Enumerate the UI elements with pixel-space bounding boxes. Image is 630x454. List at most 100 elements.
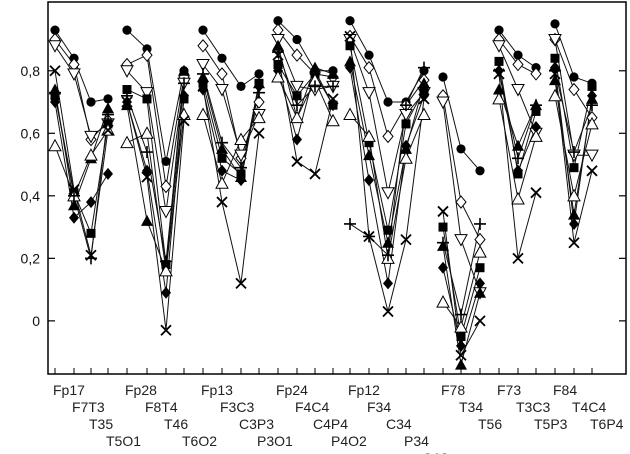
data-point-filled-diamond xyxy=(569,217,579,230)
series-line xyxy=(277,55,334,175)
data-point-filled-triangle-up xyxy=(455,358,467,370)
data-point-open-triangle-up xyxy=(196,107,210,121)
data-point-filled-circle xyxy=(273,16,283,26)
data-point-cross xyxy=(160,324,172,336)
data-point-cross xyxy=(141,171,153,183)
data-point-filled-diamond xyxy=(383,277,393,290)
data-point-plus xyxy=(102,108,114,121)
data-point-open-triangle-up xyxy=(326,113,340,127)
data-point-open-diamond xyxy=(530,67,542,81)
data-point-cross xyxy=(49,65,61,77)
data-point-plus xyxy=(400,99,412,112)
x-tick-label: F73 xyxy=(497,382,521,398)
series-line xyxy=(202,86,260,284)
series-line xyxy=(54,70,109,256)
data-point-filled-circle xyxy=(494,25,504,35)
data-point-filled-square xyxy=(122,85,132,95)
data-point-open-triangle-up xyxy=(290,110,304,124)
data-point-plus xyxy=(568,146,580,159)
x-tick-label: F8T4 xyxy=(145,399,178,415)
data-point-open-diamond xyxy=(568,82,580,97)
data-point-filled-circle xyxy=(217,53,227,63)
x-tick-label: C3P3 xyxy=(239,416,274,432)
x-tick-label: C4P4 xyxy=(313,416,348,432)
plot-frame xyxy=(47,1,627,375)
y-tick-label: 0,4 xyxy=(21,188,41,204)
data-point-plus xyxy=(141,146,153,159)
data-point-filled-triangle-up xyxy=(586,92,598,104)
data-point-open-triangle-down xyxy=(67,68,81,81)
data-point-open-triangle-down xyxy=(511,84,525,97)
data-point-plus xyxy=(474,217,486,230)
data-point-filled-circle xyxy=(345,16,355,26)
data-point-filled-square xyxy=(292,91,302,101)
x-tick-label: T6P4 xyxy=(590,416,624,432)
data-point-plus xyxy=(455,308,467,321)
data-point-open-triangle-up xyxy=(585,116,599,130)
data-point-filled-triangle-up xyxy=(549,74,561,86)
data-point-open-triangle-down xyxy=(196,59,210,72)
data-point-filled-circle xyxy=(383,97,393,107)
data-point-filled-diamond xyxy=(198,83,208,96)
data-point-filled-square xyxy=(419,85,429,95)
data-point-filled-triangle-up xyxy=(363,149,375,161)
data-point-filled-triangle-up xyxy=(309,61,321,73)
data-point-open-triangle-down xyxy=(290,80,304,94)
data-point-cross xyxy=(197,80,209,93)
data-point-filled-square xyxy=(273,60,283,70)
x-tick-label: F34 xyxy=(367,399,391,415)
x-tick-label: T4C4 xyxy=(572,399,606,415)
data-point-filled-triangle-up xyxy=(141,214,153,226)
x-tick-label: F84 xyxy=(553,382,577,398)
series-line xyxy=(54,129,109,198)
data-point-plus xyxy=(216,136,228,149)
data-point-cross xyxy=(586,165,598,177)
data-point-cross xyxy=(121,96,133,108)
data-point-filled-circle xyxy=(550,19,560,29)
data-point-filled-triangle-up xyxy=(568,208,580,220)
data-point-open-triangle-down xyxy=(159,205,173,219)
x-tick-label: Fp13 xyxy=(201,382,233,398)
series-line xyxy=(126,101,185,331)
data-point-filled-triangle-up xyxy=(474,286,486,298)
data-point-filled-diamond xyxy=(364,174,374,187)
data-point-plus xyxy=(512,152,524,165)
x-tick-label: T34 xyxy=(459,399,483,415)
data-point-plus xyxy=(493,64,505,77)
data-point-open-triangle-up xyxy=(215,176,229,189)
data-point-plus xyxy=(309,80,321,93)
data-point-plus xyxy=(418,61,430,74)
data-point-open-triangle-up xyxy=(271,69,285,83)
data-point-filled-diamond xyxy=(345,61,355,74)
x-tick-label: T56 xyxy=(478,416,502,432)
y-tick-label: 0,8 xyxy=(21,63,41,79)
data-point-open-diamond xyxy=(382,129,394,144)
data-point-open-triangle-up xyxy=(399,151,413,164)
data-point-open-triangle-up xyxy=(454,320,468,333)
data-point-filled-square xyxy=(550,53,560,63)
data-point-plus xyxy=(235,161,247,174)
data-point-filled-triangle-up xyxy=(102,102,114,114)
data-point-filled-square xyxy=(345,41,355,51)
data-point-cross xyxy=(474,315,486,327)
data-point-open-triangle-up xyxy=(473,245,487,258)
data-point-filled-triangle-up xyxy=(272,39,284,51)
x-tick-label: F78 xyxy=(441,382,465,398)
series-line xyxy=(54,29,109,103)
data-point-filled-diamond xyxy=(69,211,79,224)
data-point-filled-triangle-up xyxy=(418,77,430,89)
data-point-cross xyxy=(327,93,339,105)
data-point-filled-square xyxy=(142,94,152,104)
data-point-filled-diamond xyxy=(456,339,466,352)
data-point-filled-circle xyxy=(198,25,208,35)
series-line xyxy=(277,69,334,142)
data-point-open-diamond xyxy=(363,60,375,75)
data-point-filled-circle xyxy=(456,144,466,154)
data-point-cross xyxy=(102,124,114,136)
data-point-open-diamond xyxy=(216,67,228,81)
data-point-filled-square xyxy=(198,78,208,88)
data-point-open-triangle-down xyxy=(48,40,62,53)
data-point-open-triangle-down xyxy=(381,187,395,200)
x-tick-label: T3C3 xyxy=(516,399,550,415)
data-point-cross xyxy=(253,127,265,139)
